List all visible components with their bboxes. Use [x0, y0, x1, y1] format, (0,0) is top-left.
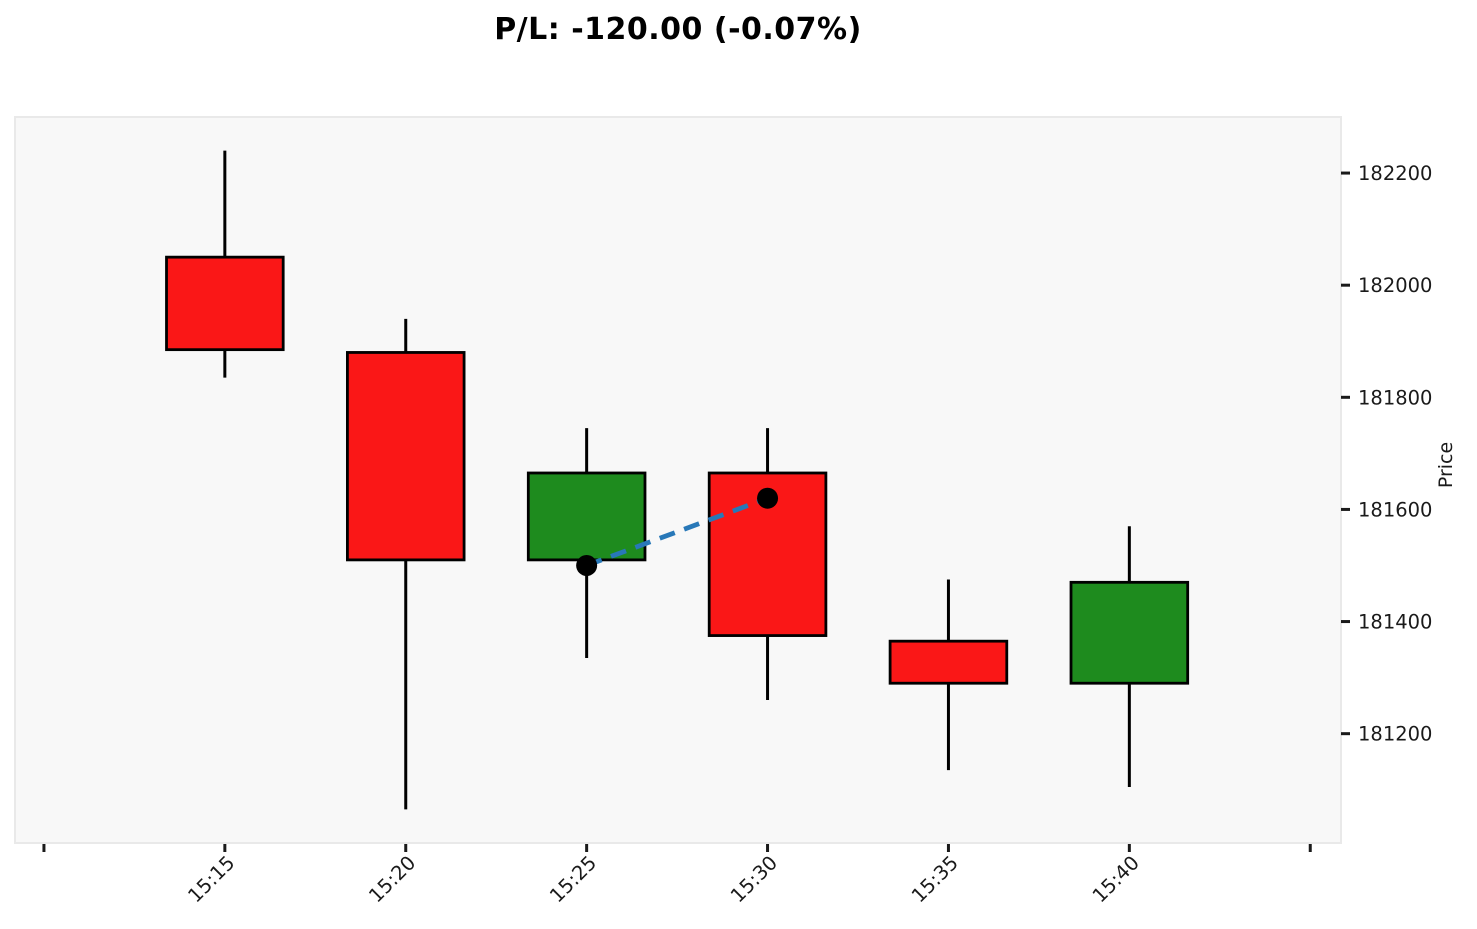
price-axis-label: Price	[1435, 442, 1457, 488]
y-tick-label: 182200	[1358, 162, 1432, 185]
x-tick-label: 15:35	[907, 851, 963, 907]
y-tick-label: 181600	[1358, 498, 1432, 521]
candle-15:20	[346, 318, 466, 810]
candle-15:35	[888, 579, 1009, 771]
x-tick-label: 15:20	[364, 851, 420, 907]
y-tick-label: 181800	[1358, 386, 1432, 409]
y-tick-label: 181400	[1358, 611, 1432, 634]
y-tick-label: 181200	[1358, 723, 1432, 746]
candle-15:25	[526, 428, 647, 658]
trade-line	[585, 495, 769, 568]
x-tick-label: 15:15	[183, 851, 239, 907]
y-tick-label: 182000	[1358, 274, 1432, 297]
candle-body	[346, 351, 466, 562]
x-tick-label: 15:30	[726, 851, 782, 907]
x-tick-label: 15:25	[545, 851, 601, 907]
candle-body	[165, 255, 285, 352]
x-tick-label: 15:40	[1088, 851, 1144, 907]
candle-body	[1069, 580, 1190, 685]
candle-15:15	[165, 150, 285, 378]
trade-exit-marker	[757, 487, 779, 509]
candle-15:30	[707, 428, 828, 701]
candle-body	[526, 471, 647, 562]
plot-background	[14, 116, 1342, 844]
candle-15:40	[1069, 526, 1190, 787]
trade-entry-marker	[576, 554, 598, 576]
candle-body	[888, 639, 1009, 685]
chart-title: P/L: -120.00 (-0.07%)	[494, 12, 862, 47]
